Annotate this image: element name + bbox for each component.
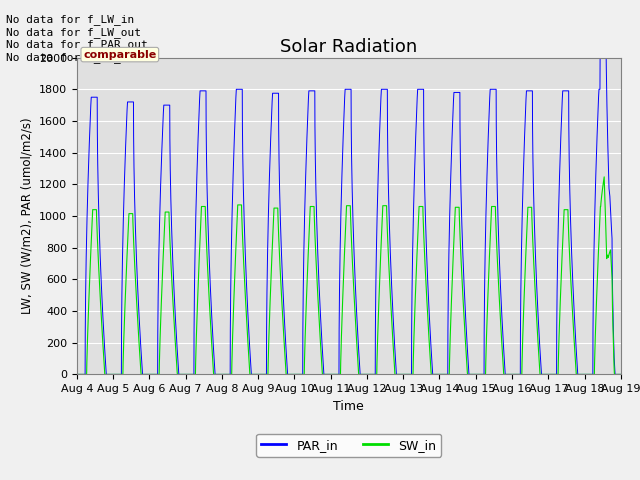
SW_in xyxy=(635,372,640,377)
Legend: PAR_in, SW_in: PAR_in, SW_in xyxy=(257,434,441,457)
Y-axis label: LW, SW (W/m2), PAR (umol/m2/s): LW, SW (W/m2), PAR (umol/m2/s) xyxy=(20,118,33,314)
SW_in xyxy=(74,372,82,377)
PAR_in xyxy=(73,372,81,377)
SW_in xyxy=(73,372,81,377)
Text: No data for f_LW_in
No data for f_LW_out
No data for f_PAR_out
No data for f_SW_: No data for f_LW_in No data for f_LW_out… xyxy=(6,14,148,63)
PAR_in xyxy=(616,372,623,377)
PAR_in xyxy=(244,306,252,312)
Title: Solar Radiation: Solar Radiation xyxy=(280,38,417,56)
Text: comparable: comparable xyxy=(83,49,156,60)
PAR_in xyxy=(316,307,324,313)
Line: PAR_in: PAR_in xyxy=(77,0,639,374)
SW_in xyxy=(244,335,252,341)
PAR_in xyxy=(460,269,467,275)
PAR_in xyxy=(74,372,82,377)
SW_in xyxy=(316,336,324,342)
PAR_in xyxy=(635,372,640,377)
SW_in xyxy=(600,174,608,180)
SW_in xyxy=(460,305,467,311)
SW_in xyxy=(184,372,191,377)
X-axis label: Time: Time xyxy=(333,400,364,413)
SW_in xyxy=(616,372,623,377)
Line: SW_in: SW_in xyxy=(77,177,639,374)
PAR_in xyxy=(184,372,191,377)
